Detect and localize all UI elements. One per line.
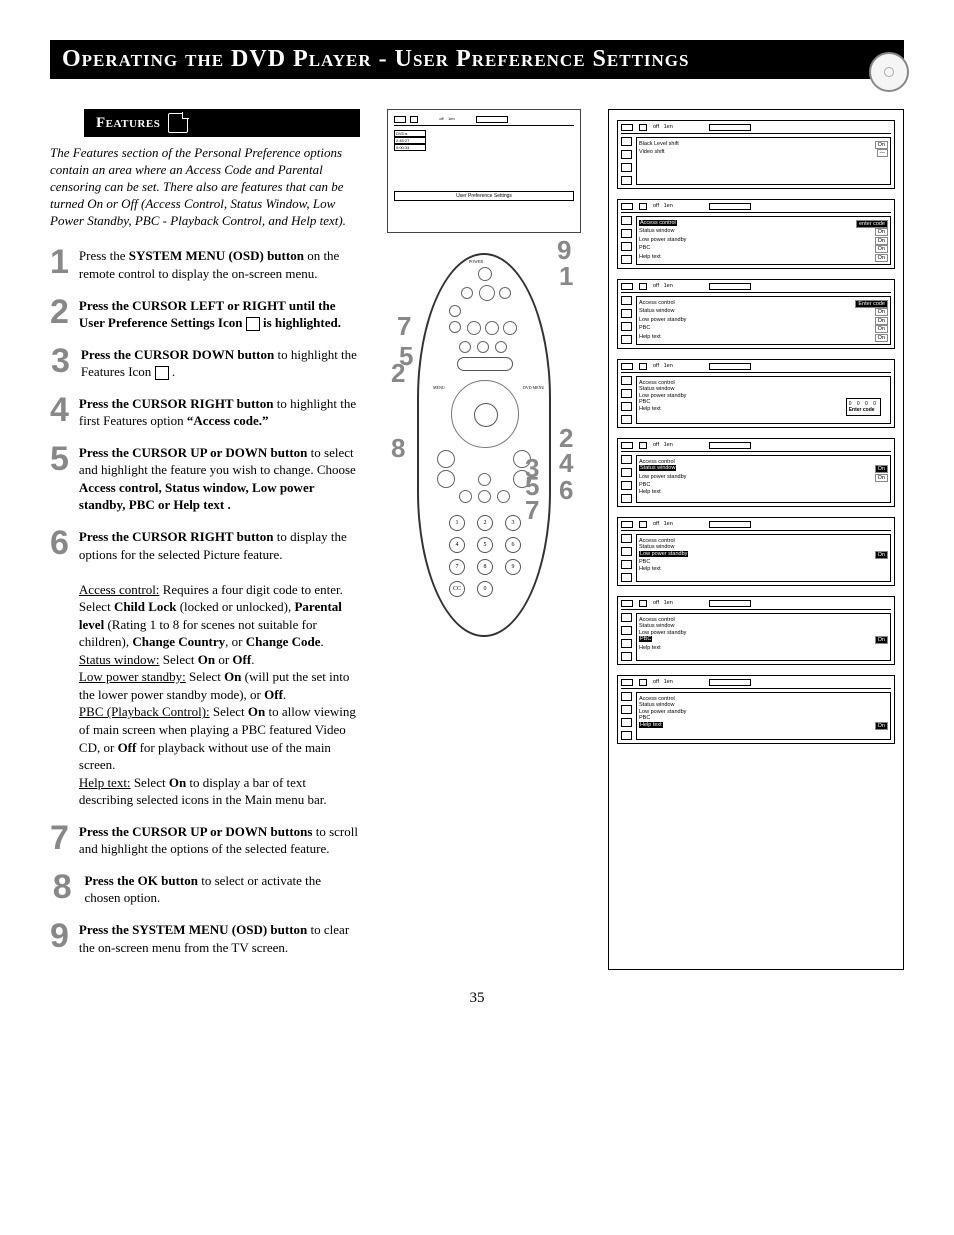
callout-7: 7	[525, 495, 539, 526]
ok-button[interactable]	[459, 490, 472, 503]
menu-screen-7: off 1en Access controlStatus windowLow p…	[617, 596, 895, 665]
callout-2: 2	[391, 358, 405, 389]
vcr-button[interactable]	[449, 321, 461, 333]
step-7: 7 Press the CURSOR UP or DOWN buttons to …	[50, 823, 360, 858]
tv-screenshot: off 1en DVD ▸ 2:45:27 0:00:34 User Prefe…	[387, 109, 581, 233]
sleep-button[interactable]	[461, 287, 473, 299]
keypad-9[interactable]: 9	[505, 559, 521, 575]
step-text: Press the CURSOR DOWN button to highligh…	[81, 346, 360, 381]
keypad-2[interactable]: 2	[477, 515, 493, 531]
callout-1: 1	[559, 261, 573, 292]
menu-screen-3: off 1en Access controlEnter codeStatus w…	[617, 279, 895, 349]
step-number: 1	[50, 247, 69, 282]
step-number: 4	[50, 395, 69, 430]
osd-button[interactable]	[503, 321, 517, 335]
menu-screen-4: off 1en Access controlStatus windowLow p…	[617, 359, 895, 428]
stop-button[interactable]	[497, 490, 510, 503]
tv-dvd-button[interactable]	[457, 357, 513, 371]
step-number: 5	[50, 444, 69, 514]
keypad-4[interactable]: 4	[449, 537, 465, 553]
disc-button[interactable]	[479, 285, 495, 301]
pause-button[interactable]	[478, 490, 491, 503]
eject-button[interactable]	[499, 287, 511, 299]
repeat-ab-button[interactable]	[485, 321, 499, 335]
step-9: 9 Press the SYSTEM MENU (OSD) button to c…	[50, 921, 360, 956]
keypad-8[interactable]: 8	[477, 559, 493, 575]
menu-screens-column: off 1en Black Level shiftOnVideo shift--…	[608, 109, 904, 970]
menu-screen-2: off 1en Access controlenter codeStatus w…	[617, 199, 895, 269]
step-8: 8 Press the OK button to select or activa…	[50, 872, 360, 907]
page-icon	[168, 113, 188, 133]
step-3: 3 Press the CURSOR DOWN button to highlig…	[50, 346, 360, 381]
callout-8: 8	[391, 433, 405, 464]
remote-control: POWER MENU DVD MENU	[417, 253, 551, 637]
diagram-column: off 1en DVD ▸ 2:45:27 0:00:34 User Prefe…	[384, 109, 584, 970]
step-2: 2 Press the CURSOR LEFT or RIGHT until th…	[50, 297, 360, 332]
step-number: 6	[50, 528, 69, 809]
callout-6: 6	[559, 475, 573, 506]
osd-label: User Preference Settings	[394, 191, 574, 201]
section-header: Features	[84, 109, 360, 137]
step-text: Press the OK button to select or activat…	[84, 872, 360, 907]
vol-up[interactable]	[437, 450, 455, 468]
instructions-column: Features The Features section of the Per…	[50, 109, 360, 970]
disc-icon	[869, 52, 909, 92]
vol-down[interactable]	[437, 470, 455, 488]
step-number: 2	[50, 297, 69, 332]
cursor-pad[interactable]	[451, 380, 519, 448]
step-text: Press the CURSOR LEFT or RIGHT until the…	[79, 297, 360, 332]
step-text: Press the SYSTEM MENU (OSD) button to cl…	[79, 921, 360, 956]
keypad-3[interactable]: 3	[505, 515, 521, 531]
step-number: 8	[50, 872, 74, 907]
step-number: 7	[50, 823, 69, 858]
keypad-7[interactable]: 7	[449, 559, 465, 575]
mute-button[interactable]	[478, 473, 491, 486]
tv-button[interactable]	[449, 305, 461, 317]
step-text: Press the CURSOR UP or DOWN buttons to s…	[79, 823, 360, 858]
step-1: 1 Press the SYSTEM MENU (OSD) button on t…	[50, 247, 360, 282]
step-5: 5Press the CURSOR UP or DOWN button to s…	[50, 444, 360, 514]
intro-text: The Features section of the Personal Pre…	[50, 145, 360, 229]
page-title-bar: Operating the DVD Player - User Preferen…	[50, 40, 904, 79]
keypad-5[interactable]: 5	[477, 537, 493, 553]
keypad-6[interactable]: 6	[505, 537, 521, 553]
keypad-0[interactable]: 0	[477, 581, 493, 597]
callout-7: 7	[397, 311, 411, 342]
menu-screen-5: off 1en Access controlStatus windowOnLow…	[617, 438, 895, 507]
page-number: 35	[50, 990, 904, 1007]
menu-screen-6: off 1en Access controlStatus windowLow p…	[617, 517, 895, 586]
step-text: Press the CURSOR UP or DOWN button to se…	[79, 444, 360, 514]
menu-screen-1: off 1en Black Level shiftOnVideo shift--…	[617, 120, 895, 189]
status: DVD ▸	[394, 130, 426, 137]
step-number: 9	[50, 921, 69, 956]
step-text: Press the CURSOR RIGHT button to display…	[79, 528, 360, 809]
step-number: 3	[50, 346, 71, 381]
repeat-button[interactable]	[467, 321, 481, 335]
page-title: Operating the DVD Player - User Preferen…	[62, 46, 689, 73]
keypad-CC[interactable]: CC	[449, 581, 465, 597]
power-button[interactable]	[478, 267, 492, 281]
step-6: 6Press the CURSOR RIGHT button to displa…	[50, 528, 360, 809]
step-text: Press the CURSOR RIGHT button to highlig…	[79, 395, 360, 430]
step-text: Press the SYSTEM MENU (OSD) button on th…	[79, 247, 360, 282]
keypad-1[interactable]: 1	[449, 515, 465, 531]
step-4: 4 Press the CURSOR RIGHT button to highli…	[50, 395, 360, 430]
menu-screen-8: off 1en Access controlStatus windowLow p…	[617, 675, 895, 744]
